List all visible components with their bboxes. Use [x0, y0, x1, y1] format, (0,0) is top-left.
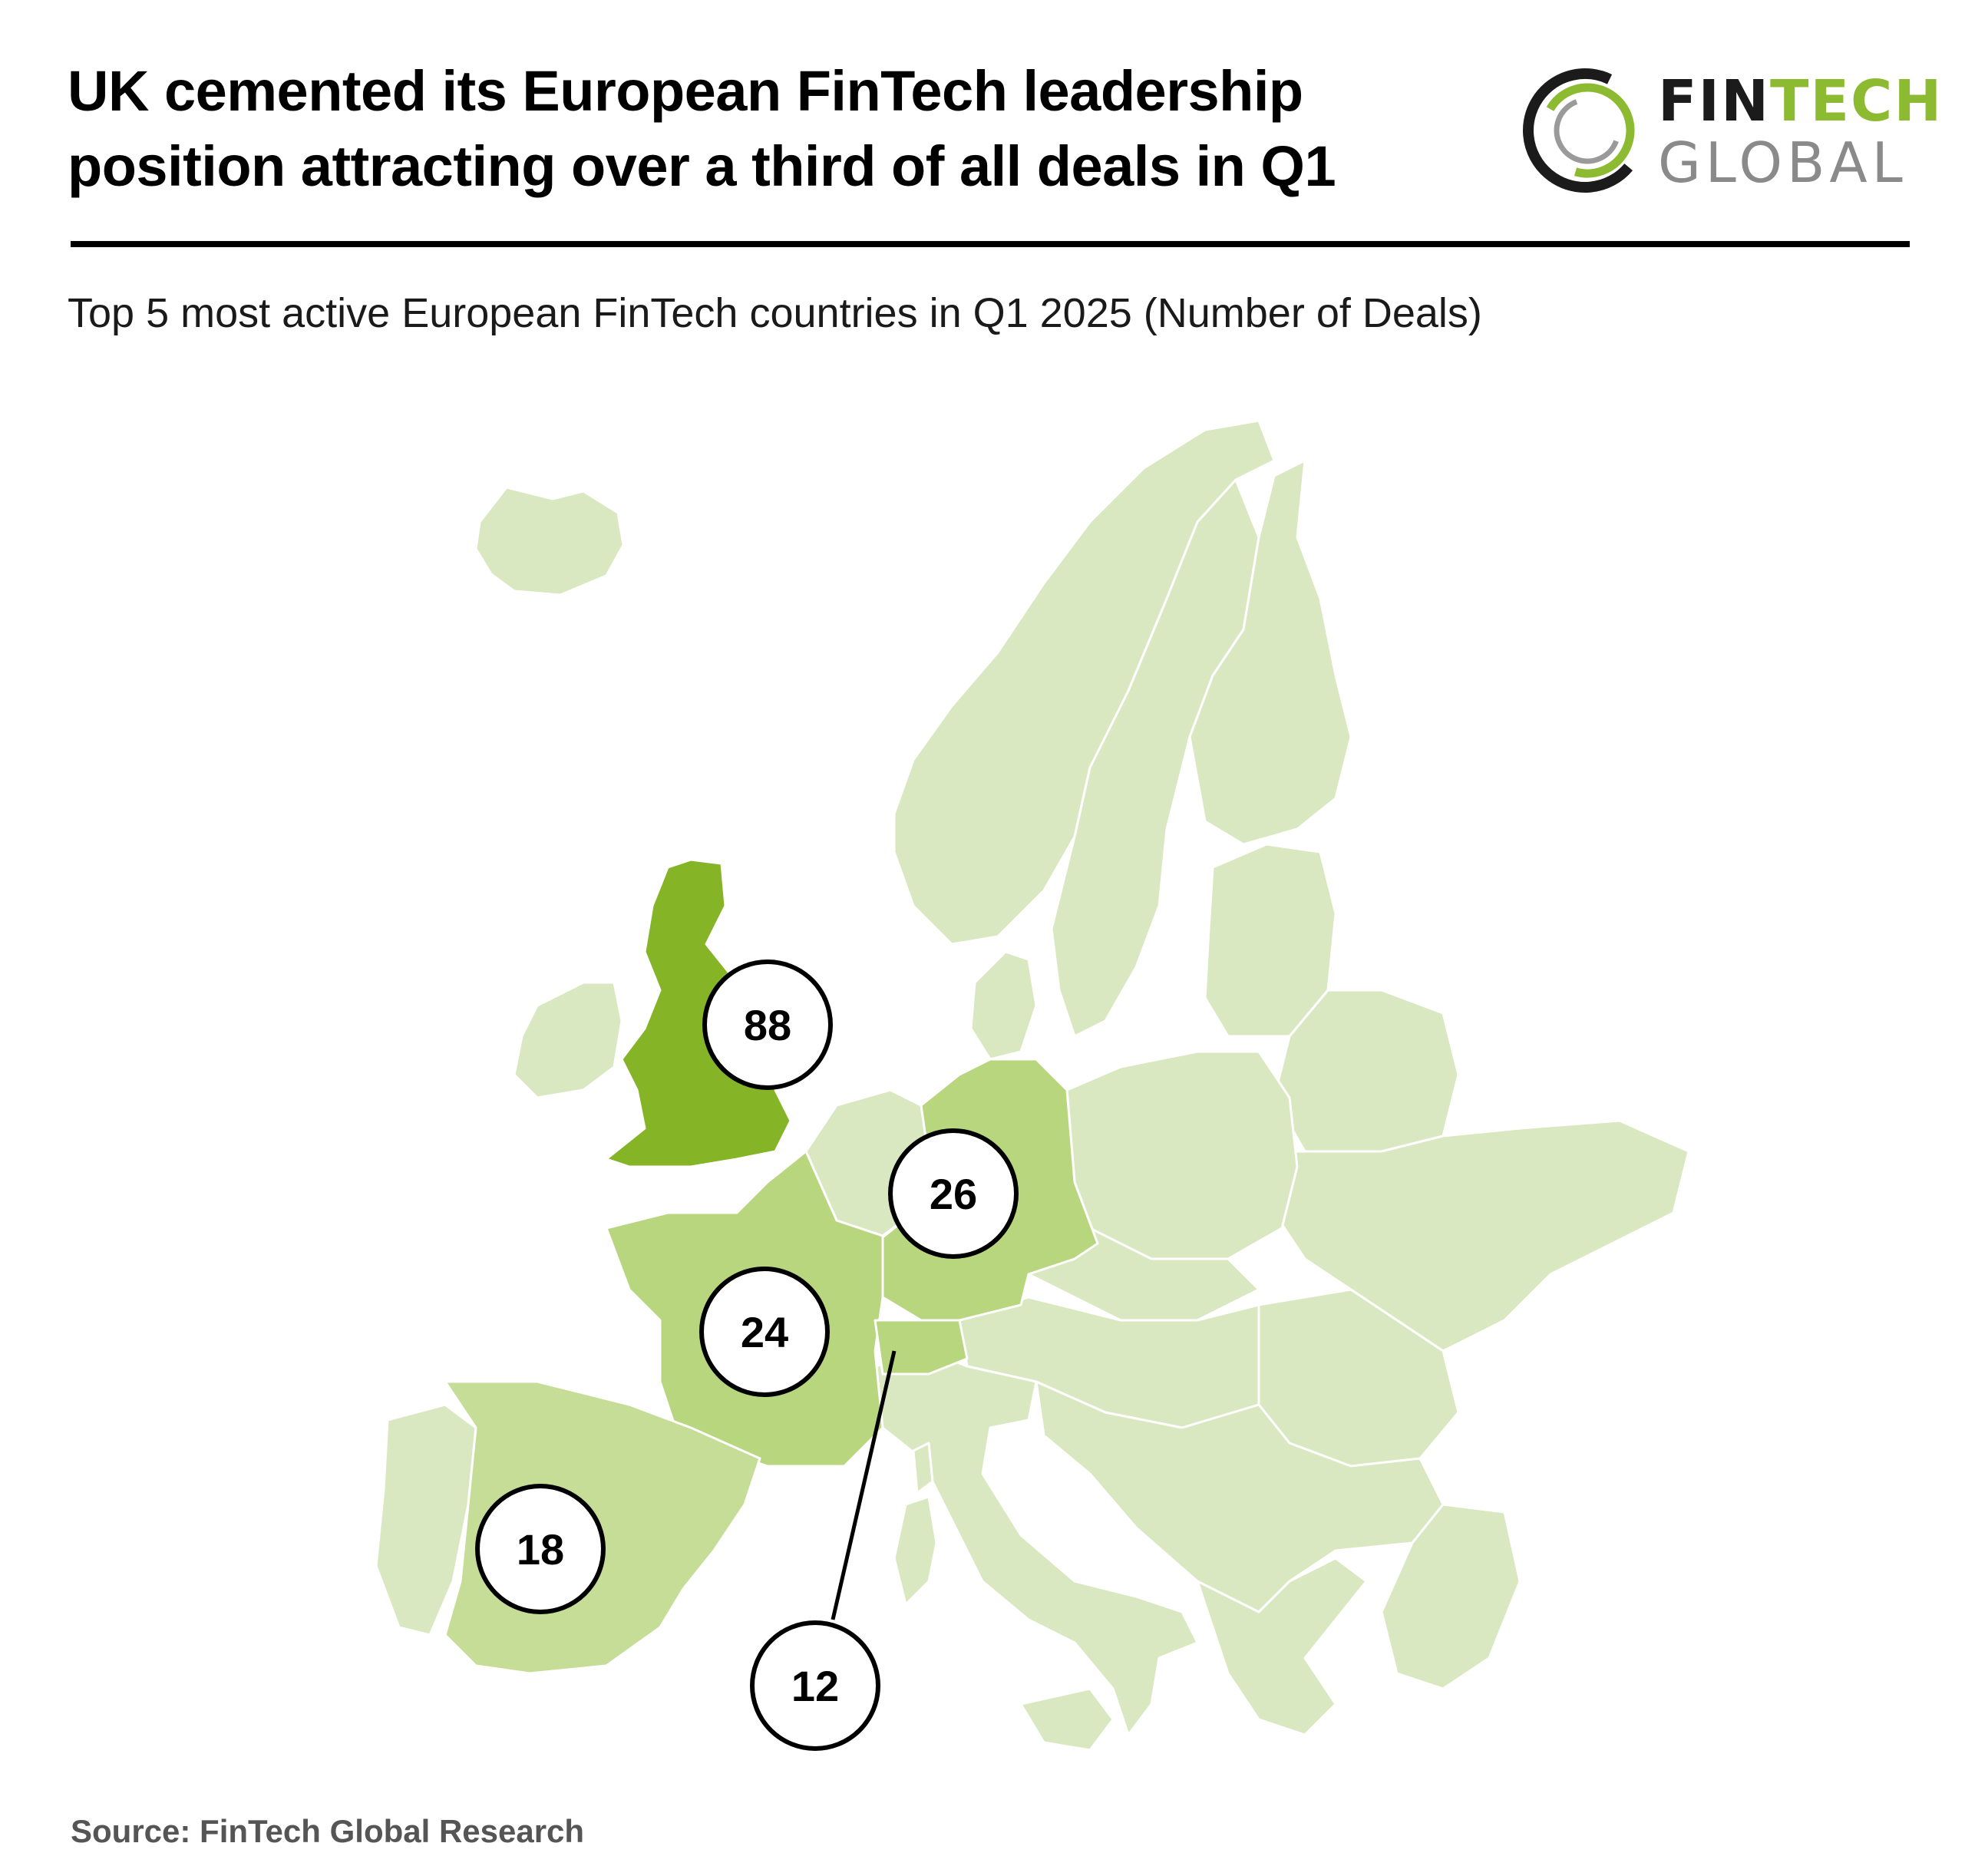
country-denmark	[969, 950, 1038, 1061]
badge-germany-circle	[888, 1128, 1019, 1259]
badge-germany-value: 26	[930, 1170, 977, 1218]
badge-uk: 88	[702, 959, 833, 1090]
badge-uk-circle	[702, 959, 833, 1090]
country-turkey	[1380, 1503, 1521, 1690]
badge-switzerland-value: 12	[791, 1662, 839, 1710]
chart-title: UK cemented its European FinTech leaders…	[68, 54, 1526, 204]
badge-spain-value: 18	[517, 1525, 564, 1574]
switzerland-leader-line	[831, 1350, 897, 1620]
source-note: Source: FinTech Global Research	[71, 1813, 585, 1849]
island-sicily	[1019, 1687, 1115, 1752]
island-corsica	[912, 1442, 934, 1495]
country-uk	[605, 858, 792, 1168]
badge-germany: 26	[888, 1128, 1019, 1259]
badge-france-value: 24	[741, 1308, 788, 1356]
badge-switzerland: 12	[750, 1620, 880, 1751]
badge-spain-circle	[475, 1484, 606, 1614]
country-ireland	[513, 981, 623, 1099]
badge-france-circle	[699, 1267, 830, 1397]
logo-word-fin: FIN	[1658, 68, 1771, 134]
chart-subtitle: Top 5 most active European FinTech count…	[68, 290, 1482, 336]
badge-france: 24	[699, 1267, 830, 1397]
logo-wordmark-fintech: FINTECH	[1658, 71, 1943, 132]
country-switzerland	[874, 1319, 969, 1376]
island-sardinia	[893, 1495, 938, 1606]
country-iceland	[474, 486, 625, 596]
badge-switzerland-circle	[750, 1620, 880, 1751]
country-poland	[1065, 1050, 1299, 1260]
country-ukraine	[1273, 1119, 1690, 1353]
badge-spain: 18	[475, 1484, 606, 1614]
fintech-global-logo: FINTECH GLOBAL	[1520, 61, 1941, 200]
ring-logo-icon	[1523, 68, 1647, 193]
logo-word-tech: TECH	[1770, 68, 1944, 134]
country-finland	[1188, 459, 1352, 846]
country-greece	[1196, 1557, 1368, 1736]
country-italy	[874, 1349, 1199, 1736]
logo-word-global: GLOBAL	[1658, 130, 1907, 195]
title-line-1: UK cemented its European FinTech leaders…	[68, 59, 1303, 123]
country-portugal	[375, 1403, 477, 1637]
header-divider	[71, 241, 1910, 247]
badge-uk-value: 88	[744, 1001, 791, 1049]
title-line-2: position attracting over a third of all …	[68, 134, 1336, 198]
